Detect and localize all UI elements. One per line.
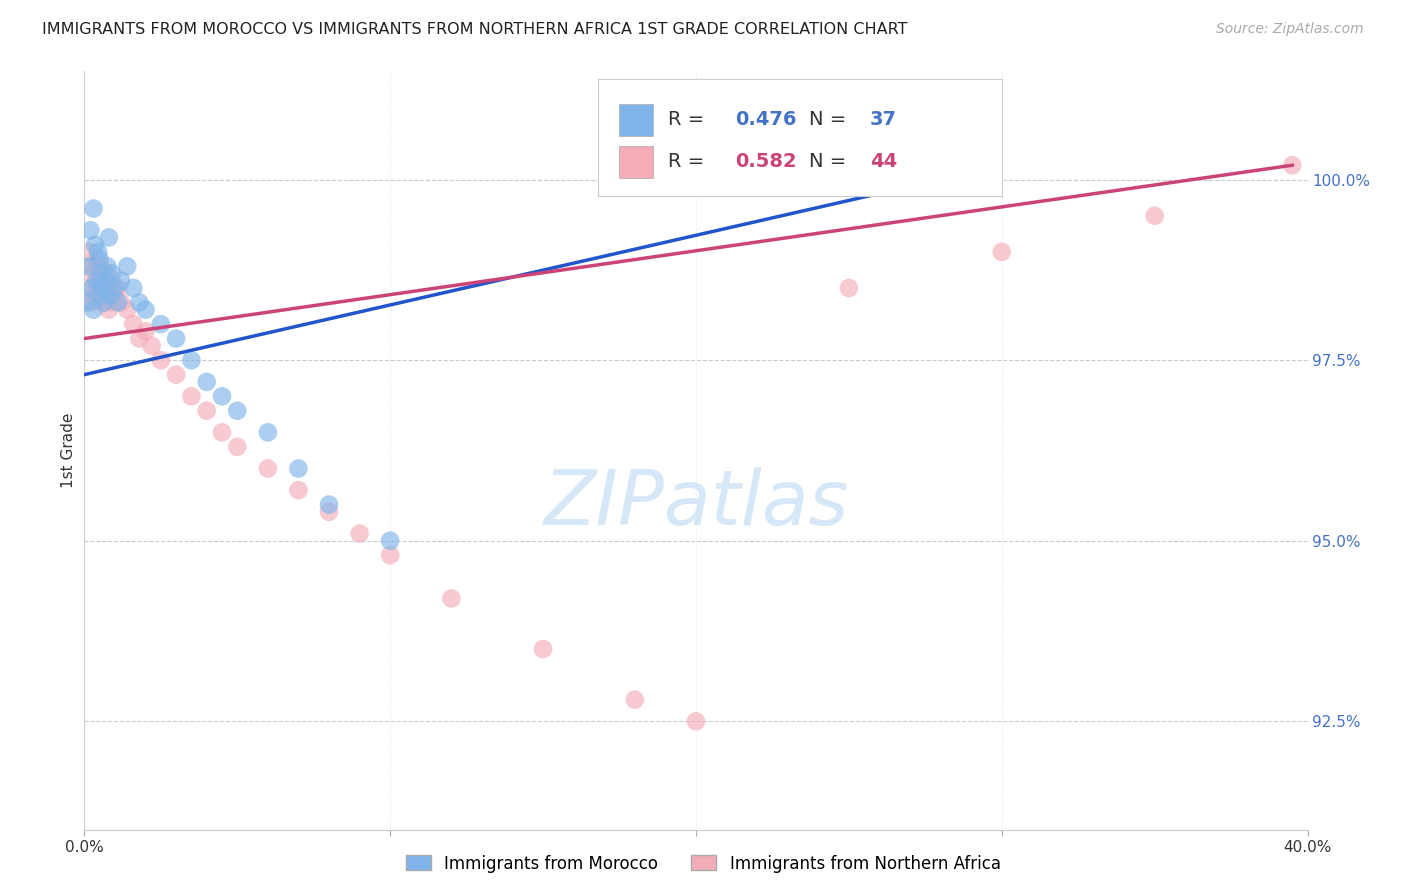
Point xyxy=(531,642,554,657)
Point xyxy=(79,260,101,274)
Point xyxy=(226,440,249,454)
Point xyxy=(195,403,218,417)
Point xyxy=(838,281,860,295)
Point xyxy=(107,281,129,295)
Point xyxy=(149,317,172,331)
Point xyxy=(104,281,127,295)
Text: 0.582: 0.582 xyxy=(735,152,797,171)
Point xyxy=(165,368,187,382)
Legend: Immigrants from Morocco, Immigrants from Northern Africa: Immigrants from Morocco, Immigrants from… xyxy=(399,848,1007,880)
Point xyxy=(380,548,402,562)
Point xyxy=(86,274,108,288)
Text: R =: R = xyxy=(668,111,710,129)
FancyBboxPatch shape xyxy=(619,104,654,136)
Point xyxy=(91,281,114,295)
Text: 44: 44 xyxy=(870,152,897,171)
Text: N =: N = xyxy=(808,152,852,171)
Point xyxy=(115,302,138,317)
Point xyxy=(122,317,145,331)
Point xyxy=(89,252,111,266)
Point xyxy=(83,267,105,281)
Point xyxy=(110,295,132,310)
Point xyxy=(93,274,115,288)
Text: 0.476: 0.476 xyxy=(735,111,797,129)
Point xyxy=(287,483,309,498)
Point xyxy=(211,425,233,440)
Point xyxy=(135,324,157,338)
Point xyxy=(98,281,121,295)
Point xyxy=(211,389,233,403)
Text: Source: ZipAtlas.com: Source: ZipAtlas.com xyxy=(1216,22,1364,37)
Point xyxy=(685,714,707,729)
Point xyxy=(77,260,100,274)
Point xyxy=(180,353,202,368)
Point xyxy=(141,339,163,353)
Point xyxy=(94,288,117,302)
Point xyxy=(87,274,110,288)
Point xyxy=(96,267,118,281)
Text: 37: 37 xyxy=(870,111,897,129)
Point xyxy=(101,295,124,310)
Text: ZIPatlas: ZIPatlas xyxy=(543,467,849,541)
Point xyxy=(107,295,129,310)
Point xyxy=(97,230,120,244)
Text: N =: N = xyxy=(808,111,852,129)
Point xyxy=(624,692,647,706)
Point xyxy=(76,281,98,295)
Point xyxy=(318,498,340,512)
Point xyxy=(101,267,124,281)
Point xyxy=(380,533,402,548)
Point xyxy=(84,237,107,252)
Point xyxy=(318,505,340,519)
Point xyxy=(257,425,280,440)
Point xyxy=(97,302,120,317)
Point xyxy=(80,281,103,295)
Point xyxy=(122,281,145,295)
Point xyxy=(93,295,115,310)
Point xyxy=(1143,209,1166,223)
Point xyxy=(440,591,463,606)
Point xyxy=(226,403,249,417)
Point xyxy=(287,461,309,475)
Point xyxy=(991,244,1014,259)
Point xyxy=(90,281,112,295)
Point xyxy=(349,526,371,541)
Point xyxy=(90,267,112,281)
Point xyxy=(91,295,114,310)
Point xyxy=(79,223,101,237)
Y-axis label: 1st Grade: 1st Grade xyxy=(60,413,76,488)
Point xyxy=(84,288,107,302)
Point xyxy=(257,461,280,475)
Point xyxy=(86,252,108,266)
Point xyxy=(110,274,132,288)
Point xyxy=(115,260,138,274)
Text: IMMIGRANTS FROM MOROCCO VS IMMIGRANTS FROM NORTHERN AFRICA 1ST GRADE CORRELATION: IMMIGRANTS FROM MOROCCO VS IMMIGRANTS FR… xyxy=(42,22,908,37)
Point xyxy=(195,375,218,389)
Point xyxy=(83,202,105,216)
Point xyxy=(83,302,105,317)
Point xyxy=(76,295,98,310)
Point xyxy=(945,172,967,186)
Point xyxy=(128,295,150,310)
Point xyxy=(98,288,121,302)
Point xyxy=(94,274,117,288)
Text: R =: R = xyxy=(668,152,710,171)
FancyBboxPatch shape xyxy=(619,145,654,178)
Point xyxy=(180,389,202,403)
Point xyxy=(77,244,100,259)
Point xyxy=(89,260,111,274)
Point xyxy=(96,260,118,274)
Point xyxy=(1281,158,1303,172)
Point xyxy=(149,353,172,368)
Point xyxy=(135,302,157,317)
FancyBboxPatch shape xyxy=(598,79,1002,196)
Point xyxy=(165,332,187,346)
Point xyxy=(87,244,110,259)
Point xyxy=(80,295,103,310)
Point xyxy=(128,332,150,346)
Point xyxy=(89,288,111,302)
Point xyxy=(104,288,127,302)
